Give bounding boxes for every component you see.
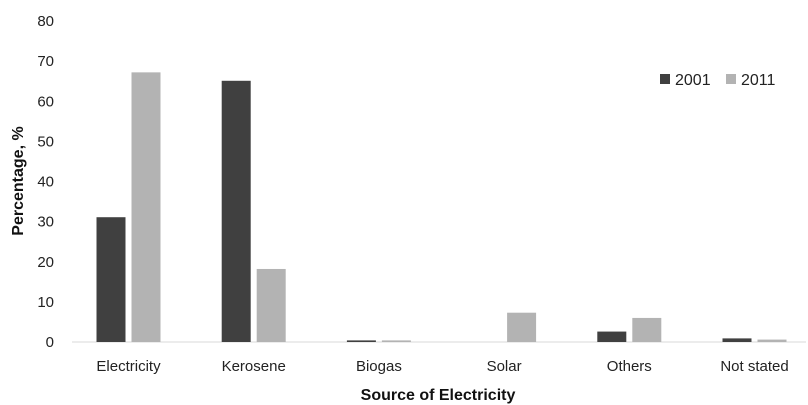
y-axis-ticks: 0 10 20 30 40 50 60 70 80 <box>37 13 54 351</box>
bar-2001-kerosene <box>221 80 251 342</box>
y-tick-label: 40 <box>37 174 54 191</box>
y-tick-label: 30 <box>37 214 54 231</box>
y-tick-label: 80 <box>37 13 54 30</box>
bar-2011-solar <box>507 312 537 342</box>
x-tick-label: Electricity <box>96 358 161 375</box>
x-tick-label: Not stated <box>720 358 788 375</box>
y-tick-label: 50 <box>37 133 54 150</box>
bar-2001-electricity <box>96 217 126 342</box>
x-tick-label: Solar <box>487 358 522 375</box>
legend: 2001 2011 <box>660 72 776 89</box>
bar-2011-others <box>632 317 662 342</box>
y-tick-label: 0 <box>46 334 54 351</box>
x-tick-label: Biogas <box>356 358 402 375</box>
bar-2011-biogas <box>381 340 411 342</box>
y-tick-label: 10 <box>37 294 54 311</box>
x-tick-label: Others <box>607 358 652 375</box>
x-axis-ticks: Electricity Kerosene Biogas Solar Others Not … <box>96 358 788 375</box>
bar-2001-not-stated <box>722 338 752 342</box>
legend-label-2011: 2011 <box>741 72 776 89</box>
x-tick-label: Kerosene <box>222 358 286 375</box>
bar-2001-biogas <box>346 340 376 342</box>
legend-swatch-2011 <box>726 74 736 84</box>
bar-2001-others <box>597 331 627 342</box>
bar-2011-kerosene <box>256 268 286 342</box>
bars <box>96 72 787 343</box>
y-tick-label: 20 <box>37 254 54 271</box>
legend-label-2001: 2001 <box>675 72 711 89</box>
legend-swatch-2001 <box>660 74 670 84</box>
x-axis-title: Source of Electricity <box>361 387 516 404</box>
y-tick-label: 70 <box>37 53 54 70</box>
bar-2011-not-stated <box>757 339 787 342</box>
y-tick-label: 60 <box>37 93 54 110</box>
y-axis-title: Percentage, % <box>10 126 27 235</box>
bar-2011-electricity <box>131 72 161 343</box>
